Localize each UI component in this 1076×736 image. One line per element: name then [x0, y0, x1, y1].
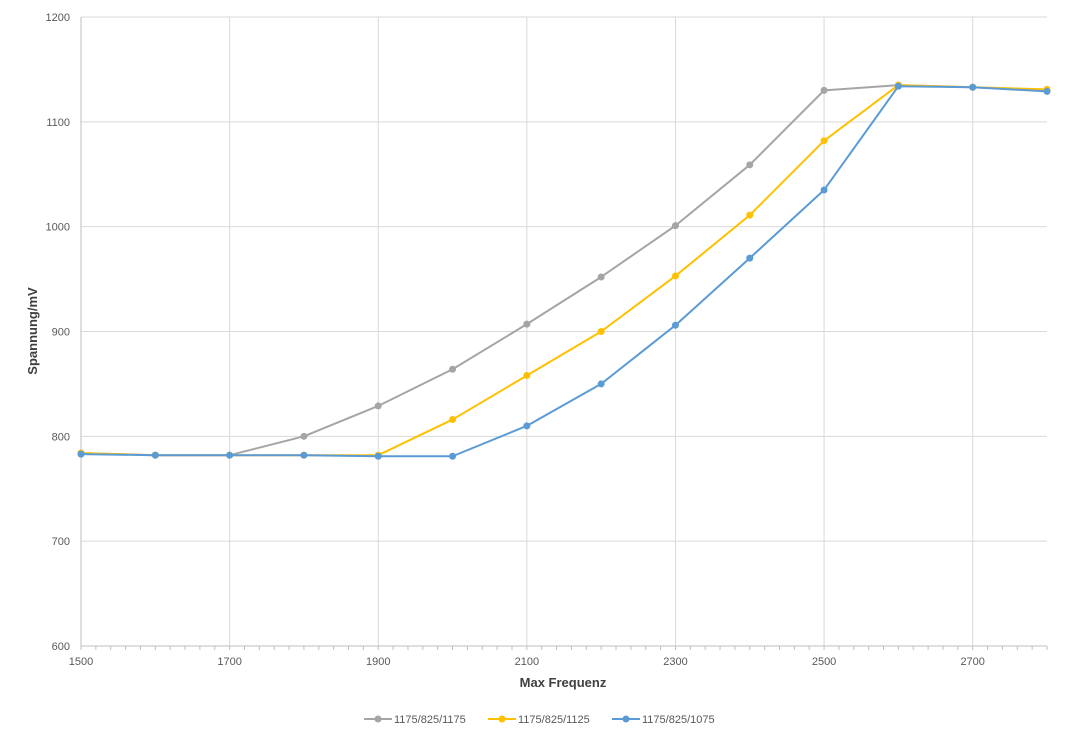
data-point [374, 402, 382, 410]
data-point [820, 86, 828, 94]
y-tick-label: 1000 [46, 222, 70, 234]
data-point [969, 83, 977, 91]
grid-lines [80, 16, 1047, 647]
x-tick-label: 1700 [217, 656, 241, 668]
y-tick-label: 800 [52, 431, 70, 443]
data-point [151, 451, 159, 459]
data-point [300, 451, 308, 459]
x-tick-label: 1500 [69, 656, 93, 668]
data-point [374, 452, 382, 460]
series-1 [77, 81, 1051, 459]
legend-label: 1175/825/1075 [642, 714, 715, 726]
data-point [226, 451, 234, 459]
data-point [820, 137, 828, 145]
data-point [449, 452, 457, 460]
x-tick-label: 2700 [960, 656, 984, 668]
data-point [746, 211, 754, 219]
data-point [671, 272, 679, 280]
data-point [77, 450, 85, 458]
data-point [597, 328, 605, 335]
data-point [449, 365, 457, 373]
series-line [80, 84, 1048, 457]
series-line [80, 84, 1048, 457]
legend-marker [374, 715, 382, 723]
data-point [523, 372, 531, 380]
data-point [597, 380, 605, 388]
legend-label: 1175/825/1175 [394, 714, 466, 726]
data-point [1043, 87, 1051, 95]
x-tick-label: 1900 [366, 656, 390, 668]
legend-entry: 1175/825/1125 [488, 714, 590, 726]
data-point [523, 422, 531, 430]
legend: 1175/825/1175 1175/825/1125 1175/825/1075 [364, 714, 715, 726]
y-tick-label: 700 [52, 536, 70, 548]
series-2 [77, 81, 1051, 459]
legend-marker [498, 715, 506, 723]
legend-marker [622, 715, 630, 723]
data-point [597, 273, 605, 281]
legend-entry: 1175/825/1175 [364, 714, 466, 726]
x-axis-title: Max Frequenz [520, 675, 607, 690]
series-line [80, 85, 1048, 458]
axes [80, 17, 1048, 650]
data-point [671, 321, 679, 329]
legend-label: 1175/825/1125 [518, 714, 590, 726]
data-point [671, 222, 679, 230]
data-point [894, 82, 902, 90]
tick-labels: 600 700 800 900 1000 1100 1200 1500 1700 1900 2100… [46, 12, 985, 668]
data-point [449, 416, 457, 424]
x-tick-label: 2300 [663, 656, 687, 668]
legend-entry: 1175/825/1075 [612, 714, 715, 726]
y-tick-label: 600 [52, 641, 70, 653]
series-lines [77, 81, 1051, 460]
data-point [746, 254, 754, 262]
x-tick-label: 2100 [515, 656, 539, 668]
y-tick-label: 1100 [46, 117, 70, 129]
data-point [820, 186, 828, 194]
data-point [523, 320, 531, 328]
x-tick-label: 2500 [812, 656, 836, 668]
y-tick-label: 900 [52, 327, 70, 339]
y-tick-label: 1200 [46, 12, 70, 24]
series-3 [77, 82, 1051, 460]
y-axis-title: Spannung/mV [25, 287, 40, 375]
data-point [300, 432, 308, 440]
data-point [746, 161, 754, 169]
